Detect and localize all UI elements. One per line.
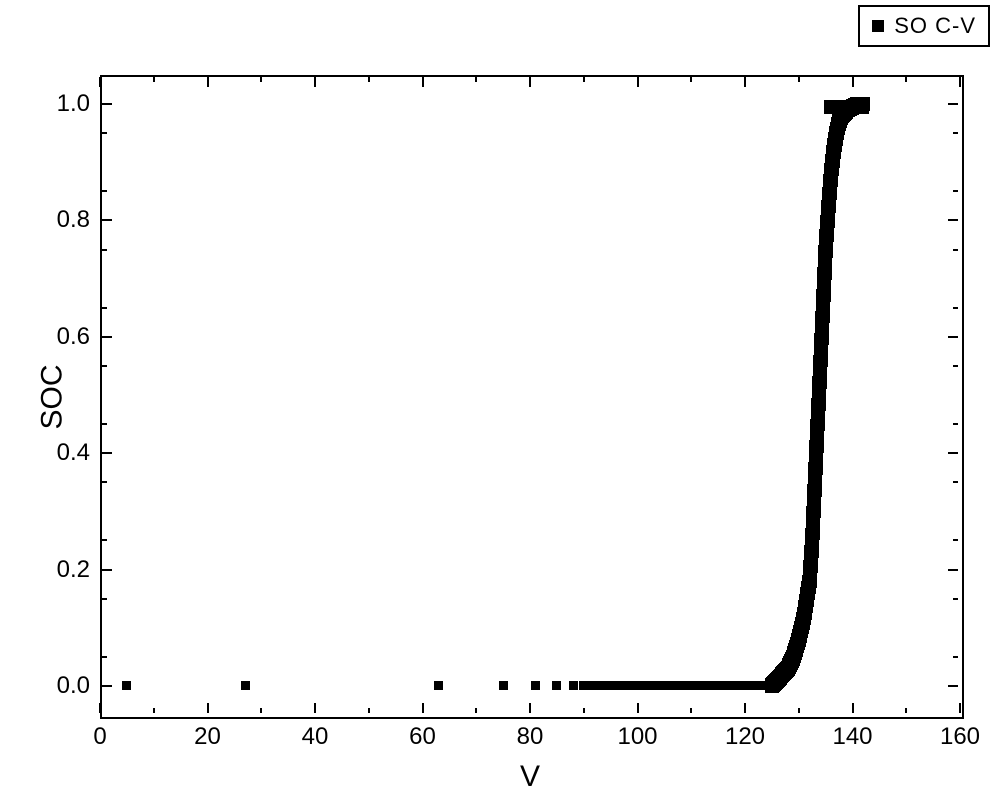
y-minor-tick [953,132,958,134]
x-tick [637,77,639,87]
x-tick [529,77,531,87]
x-tick-label: 0 [75,723,125,751]
x-minor-tick [583,77,585,82]
x-tick-label: 140 [828,723,878,751]
x-minor-tick [583,708,585,713]
x-tick-label: 100 [613,723,663,751]
x-minor-tick [475,708,477,713]
x-tick-label: 40 [290,723,340,751]
x-tick [207,703,209,713]
y-minor-tick [102,481,107,483]
data-marker [531,681,540,690]
x-tick [99,703,101,713]
x-axis-label: V [520,760,540,794]
y-tick [948,336,958,338]
y-minor-tick [953,539,958,541]
data-marker [434,681,443,690]
y-tick-label: 0.8 [40,206,90,234]
data-marker [552,681,561,690]
x-minor-tick [690,708,692,713]
x-tick [744,77,746,87]
x-minor-tick [690,77,692,82]
data-marker [241,681,250,690]
x-tick [959,77,961,87]
legend-label: SO C-V [894,13,976,39]
x-minor-tick [798,77,800,82]
x-minor-tick [475,77,477,82]
x-minor-tick [905,708,907,713]
x-minor-tick [368,708,370,713]
x-tick [422,77,424,87]
y-tick [102,569,112,571]
y-tick [948,569,958,571]
y-minor-tick [953,481,958,483]
y-axis-label: SOC [36,364,70,429]
y-minor-tick [102,539,107,541]
y-tick [102,103,112,105]
y-tick [948,219,958,221]
y-minor-tick [953,190,958,192]
y-minor-tick [953,365,958,367]
x-minor-tick [260,708,262,713]
x-tick [207,77,209,87]
y-tick [102,452,112,454]
y-minor-tick [102,656,107,658]
y-tick [948,452,958,454]
y-minor-tick [102,249,107,251]
data-marker [499,681,508,690]
x-tick [99,77,101,87]
y-tick-label: 0.4 [40,439,90,467]
y-tick [102,336,112,338]
y-minor-tick [102,132,107,134]
y-tick-label: 0.0 [40,672,90,700]
legend: SO C-V [858,5,990,47]
y-minor-tick [953,656,958,658]
x-tick-label: 60 [398,723,448,751]
y-tick-label: 0.6 [40,323,90,351]
x-tick [314,77,316,87]
data-marker [122,681,131,690]
x-tick [959,703,961,713]
y-tick [102,685,112,687]
y-minor-tick [953,423,958,425]
y-minor-tick [102,190,107,192]
x-tick [529,703,531,713]
y-minor-tick [102,598,107,600]
y-minor-tick [953,598,958,600]
y-tick-label: 0.2 [40,556,90,584]
x-tick-label: 160 [935,723,985,751]
x-tick-label: 120 [720,723,770,751]
y-minor-tick [953,307,958,309]
x-minor-tick [368,77,370,82]
x-minor-tick [798,708,800,713]
data-marker [569,681,578,690]
y-minor-tick [102,365,107,367]
x-minor-tick [153,708,155,713]
y-minor-tick [102,423,107,425]
y-tick [102,219,112,221]
y-tick [948,103,958,105]
x-tick-label: 20 [183,723,233,751]
legend-marker [872,20,884,32]
y-minor-tick [102,307,107,309]
x-tick [637,703,639,713]
x-tick [852,703,854,713]
chart-container: SO C-V SOC V 0.0 0.2 0.4 0.6 0.8 1.0 0 20 40 60 80… [0,0,1000,809]
y-tick [948,685,958,687]
x-minor-tick [153,77,155,82]
x-tick [852,77,854,87]
data-marker [855,100,869,114]
x-tick-label: 80 [505,723,555,751]
x-minor-tick [905,77,907,82]
x-tick [422,703,424,713]
y-minor-tick [953,249,958,251]
x-tick [314,703,316,713]
y-tick-label: 1.0 [40,90,90,118]
x-minor-tick [260,77,262,82]
x-tick [744,703,746,713]
